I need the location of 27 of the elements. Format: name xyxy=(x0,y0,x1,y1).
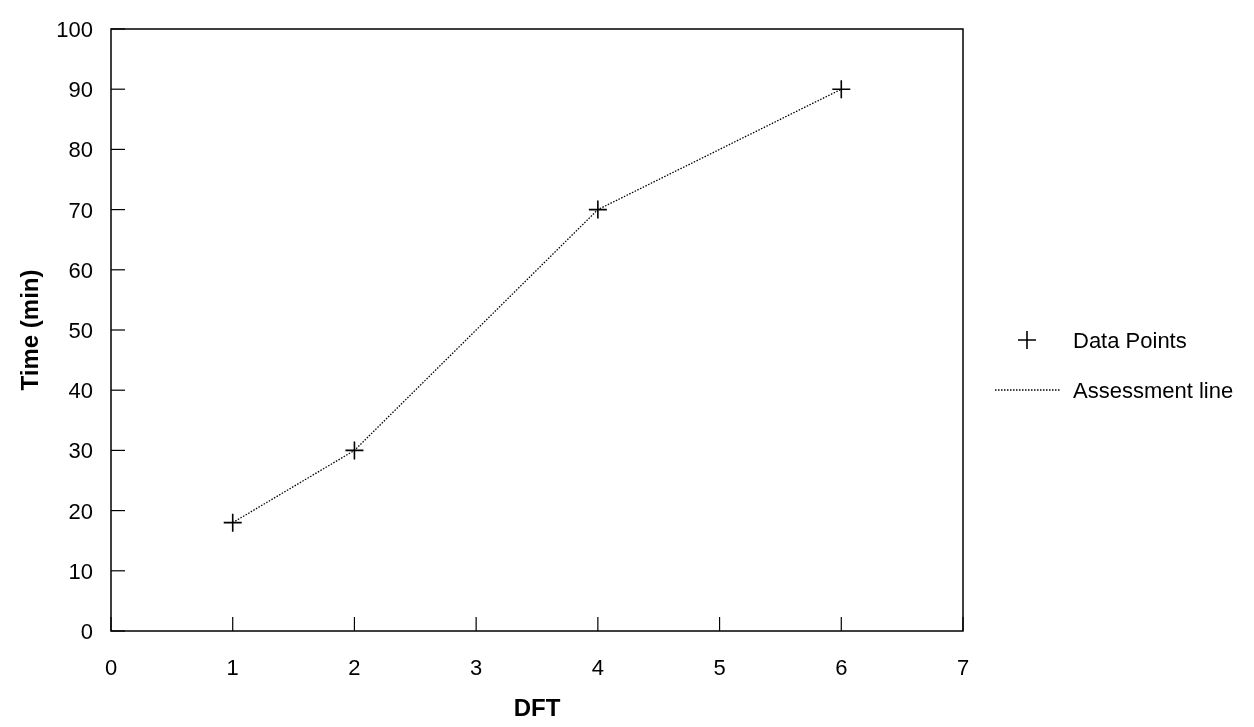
y-tick-label: 100 xyxy=(56,17,93,42)
legend-label: Data Points xyxy=(1073,328,1187,353)
x-tick-label: 0 xyxy=(104,655,118,680)
point xyxy=(222,512,243,533)
x-tick-label: 4 xyxy=(591,655,604,680)
legend-label: Assessment line xyxy=(1073,378,1234,403)
x-tick-label: 5 xyxy=(713,655,726,680)
y-tick-label: 60 xyxy=(68,257,93,283)
point xyxy=(344,440,365,461)
point xyxy=(588,199,608,220)
x-axis-title: DFT xyxy=(513,694,561,721)
y-tick-label: 50 xyxy=(68,318,93,343)
y-tick-label: 80 xyxy=(68,137,93,163)
point xyxy=(831,79,852,99)
x-tick-label: 6 xyxy=(835,655,848,680)
y-tick-label: 0 xyxy=(80,619,93,644)
y-tick-label: 10 xyxy=(68,558,93,584)
x-tick-label: 2 xyxy=(348,655,361,680)
y-tick-label: 30 xyxy=(68,438,93,464)
y-axis-title: Time (min) xyxy=(16,269,43,391)
y-tick-label: 70 xyxy=(68,197,93,223)
x-tick-label: 1 xyxy=(226,655,239,680)
y-tick-label: 40 xyxy=(68,378,93,404)
x-tick-label: 3 xyxy=(470,655,483,680)
y-tick-label: 90 xyxy=(68,77,93,103)
y-tick-label: 20 xyxy=(68,498,93,524)
x-tick-label: 7 xyxy=(956,655,970,680)
